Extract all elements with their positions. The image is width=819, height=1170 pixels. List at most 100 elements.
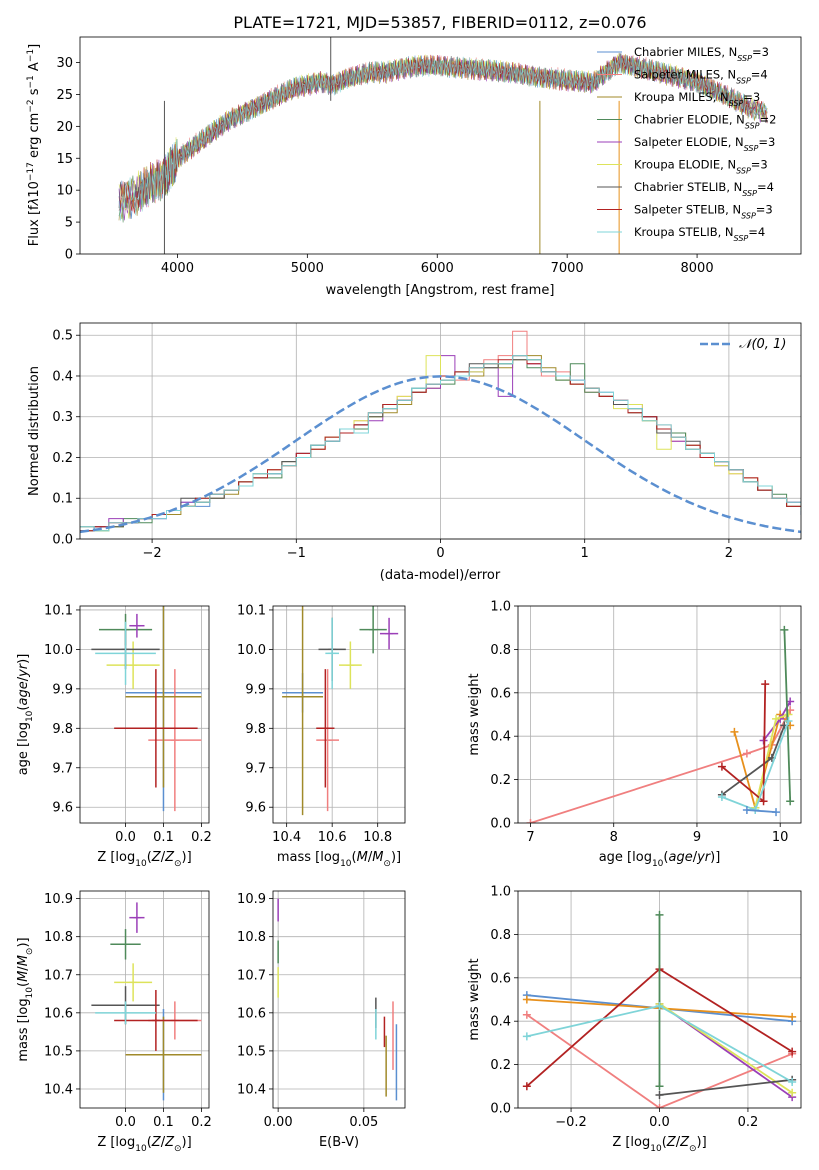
label-part: / [161, 850, 166, 865]
x-tick-label: 0 [436, 546, 444, 561]
x-tick-label: 4000 [161, 261, 194, 276]
y-tick-label: 0.3 [52, 410, 73, 425]
y-tick-label: 9.6 [52, 801, 73, 816]
label-part: −2 [26, 99, 36, 112]
legend-sub: SSP [745, 121, 760, 130]
legend-entry: 𝒩(0, 1) [739, 337, 786, 352]
weight-marker [761, 680, 770, 689]
x-tick-label: 0.0 [115, 1115, 136, 1130]
x-tick-label: 8000 [681, 261, 714, 276]
y-tick-label: 9.6 [245, 801, 266, 816]
legend-text: =3 [756, 203, 773, 217]
label-part: Flux [f [27, 205, 42, 246]
weight-marker [655, 1090, 664, 1099]
y-axis-label: mass [log10(M/M⊙)] [16, 937, 35, 1061]
weight-marker [786, 797, 795, 806]
label-part: )] [16, 654, 31, 664]
legend-text: Chabrier ELODIE, N [634, 113, 745, 127]
x-tick-label: 0.1 [153, 1115, 174, 1130]
weight-line [733, 712, 791, 812]
label-part: A [27, 62, 42, 75]
label-part: 10 [650, 1144, 662, 1154]
weight-line [530, 709, 791, 823]
y-tick-label: 20 [56, 120, 73, 135]
label-part: age [log [16, 722, 31, 775]
label-part: ] [27, 44, 42, 49]
label-part: −1 [26, 75, 36, 88]
legend-text: =4 [757, 180, 774, 194]
label-part: Z [679, 1135, 690, 1150]
y-tick-label: 9.9 [52, 682, 73, 697]
x-tick-label: 7000 [551, 261, 584, 276]
mass-vs-ebv-panel: 0.00 0.05 10.4 10.5 10.6 10.7 10.8 10.9 E(B-V) [237, 890, 406, 1150]
residuals-panel: −2 −1 0 1 2 0.0 0.1 0.2 0.3 0.4 0.5 𝒩(0, 1) (data-mo… [27, 322, 802, 583]
weight-marker [759, 797, 768, 806]
y-tick-label: 0.2 [52, 451, 73, 466]
label-part: / [368, 850, 373, 865]
legend-sub: SSP [744, 144, 759, 153]
y-axis-label: Normed distribution [27, 366, 42, 496]
legend-text: =3 [751, 158, 768, 172]
label-part: s [27, 88, 42, 99]
label-part: age [log [599, 850, 652, 865]
label-part: Z [log [97, 1135, 135, 1150]
weight-marker [730, 727, 739, 736]
legend-sub: SSP [736, 166, 751, 175]
weight-marker [526, 819, 535, 823]
weight-marker [655, 1104, 664, 1108]
label-part: ( [147, 1135, 152, 1150]
x-tick-label: −0.2 [555, 1115, 587, 1130]
legend-text: Chabrier STELIB, N [634, 180, 742, 194]
x-axis-label: Z [log10(Z/Z⊙)] [97, 1135, 191, 1154]
weight-line [721, 684, 767, 804]
label-part: −17 [26, 162, 36, 181]
y-tick-label: 0.0 [490, 1102, 511, 1117]
x-tick-label: 2 [725, 546, 733, 561]
y-tick-label: 0.6 [490, 971, 511, 986]
histogram-step [80, 355, 801, 532]
x-tick-label: 1 [581, 546, 589, 561]
legend-text: =3 [743, 90, 760, 104]
label-part: Z [log [97, 850, 135, 865]
y-axis-label: mass weight [467, 958, 482, 1040]
y-tick-label: 9.9 [245, 682, 266, 697]
plot-area [522, 910, 797, 1108]
x-tick-label: 5000 [291, 261, 324, 276]
y-tick-label: 10.9 [237, 892, 266, 907]
legend-text: =4 [751, 68, 768, 82]
label-part: )] [182, 850, 192, 865]
axes-frame [79, 322, 802, 540]
weight-marker [772, 808, 781, 817]
plot-area [526, 625, 795, 823]
x-axis-label: Z [log10(Z/Z⊙)] [97, 850, 191, 869]
label-part: / [676, 1135, 681, 1150]
y-axis-label: mass weight [467, 673, 482, 755]
legend-sub: SSP [737, 54, 752, 63]
legend-entry: Kroupa STELIB, NSSP=4 [634, 225, 765, 243]
histogram-step [80, 355, 801, 532]
weight-marker [717, 762, 726, 771]
label-part: )] [697, 1135, 707, 1150]
label-part: )] [16, 937, 31, 947]
legend-text: =2 [760, 113, 777, 127]
weight-marker [784, 717, 793, 726]
legend-sub: SSP [741, 211, 756, 220]
y-tick-label: 0.1 [52, 492, 73, 507]
legend-sub: SSP [736, 76, 751, 85]
label-part: )] [710, 850, 720, 865]
label-part: mass weight [467, 958, 482, 1040]
weight-line [721, 720, 790, 812]
label-part: ( [16, 706, 31, 711]
y-tick-label: 10 [56, 184, 73, 199]
y-tick-label: 10.6 [237, 1006, 266, 1021]
figure-title: PLATE=1721, MJD=53857, FIBERID=0112, z=0… [233, 13, 646, 32]
x-axis-label: age [log10(age/yr)] [599, 850, 721, 869]
label-part: / [693, 850, 698, 865]
y-tick-label: 30 [56, 56, 73, 71]
y-tick-label: 0.2 [490, 773, 511, 788]
y-tick-label: 9.7 [52, 761, 73, 776]
y-tick-label: 0.8 [490, 643, 511, 658]
spectrum-line [118, 55, 768, 221]
weight-marker [788, 1088, 797, 1097]
